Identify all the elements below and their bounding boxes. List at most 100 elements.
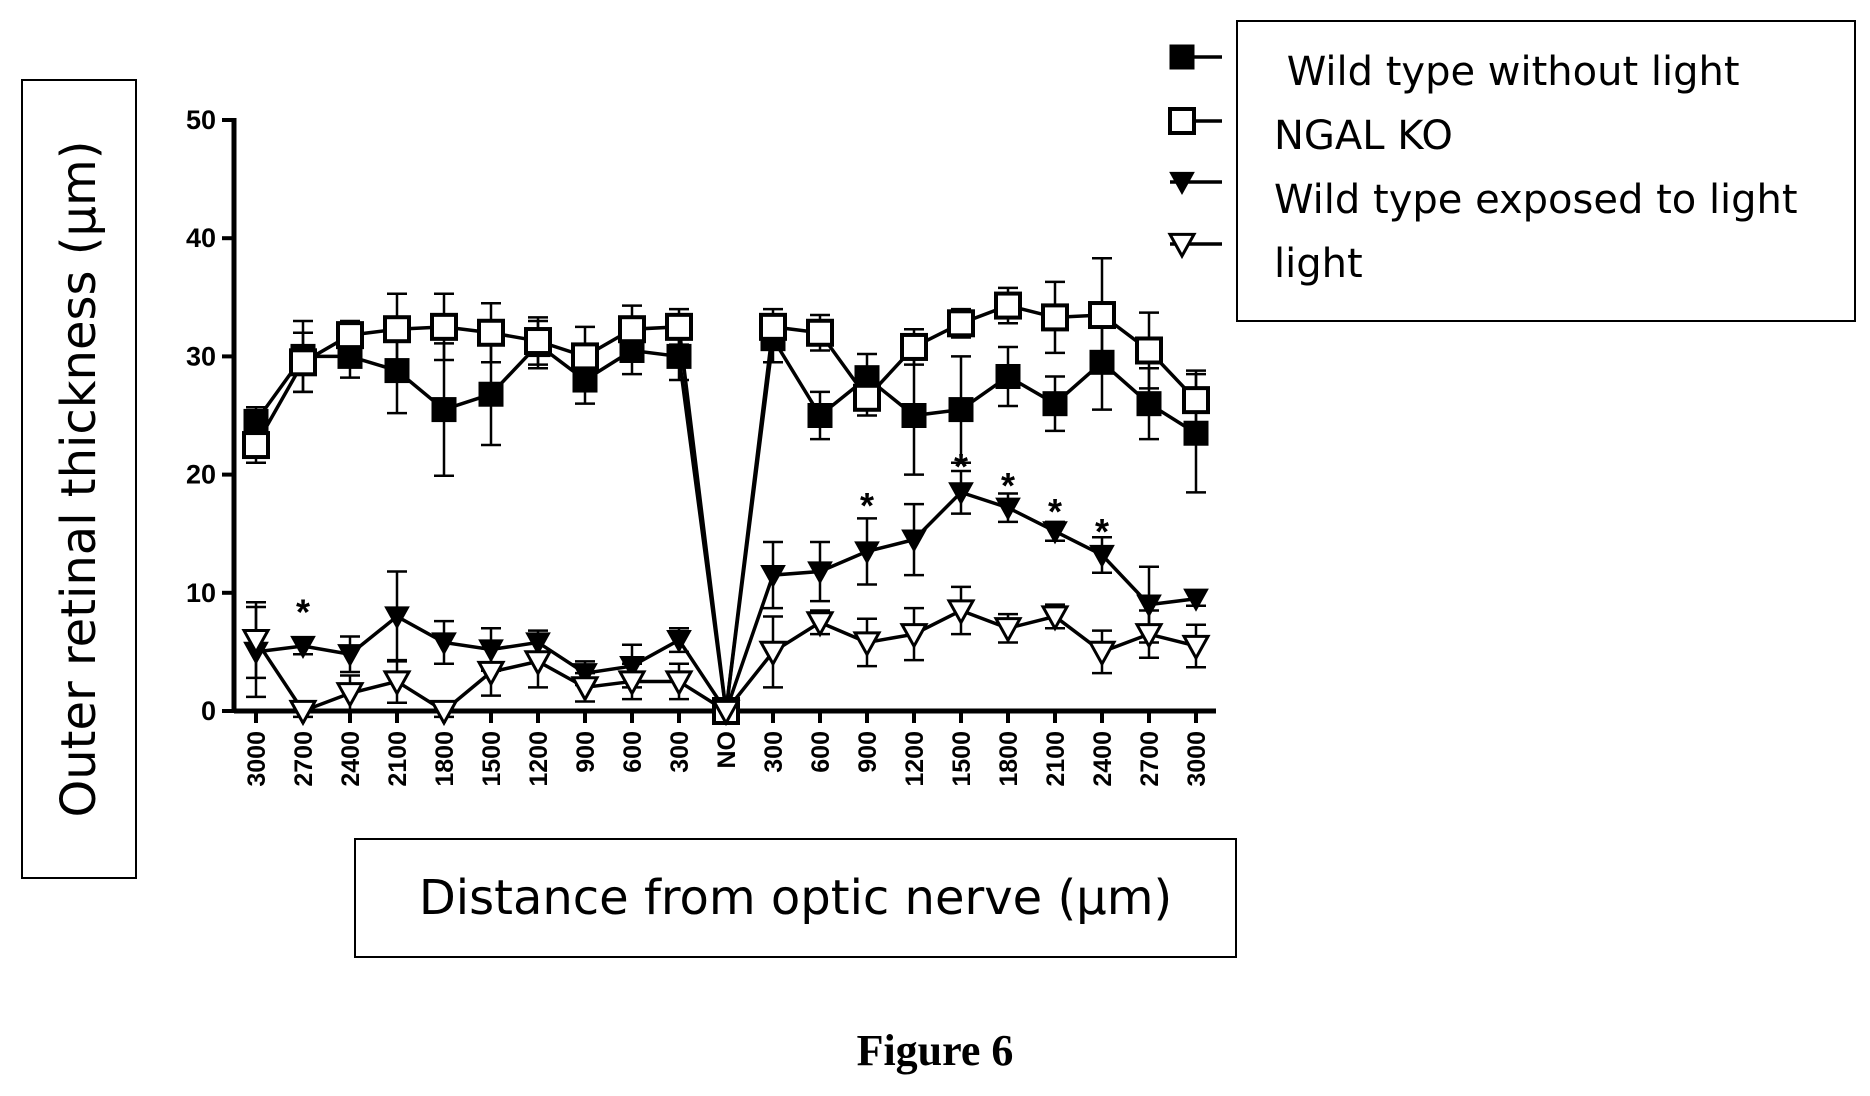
- data-point: [900, 332, 928, 361]
- data-point: [523, 650, 553, 677]
- data-point: [760, 564, 786, 589]
- data-point: [994, 291, 1022, 320]
- y-tick-label: 50: [186, 105, 216, 135]
- series-2: [242, 257, 1210, 725]
- x-tick-label: 2700: [290, 731, 318, 787]
- x-tick-label: 300: [666, 731, 694, 773]
- data-point: [1183, 588, 1209, 612]
- x-tick-label: 1800: [995, 731, 1023, 787]
- data-point: [430, 312, 458, 341]
- data-point: [854, 541, 880, 565]
- data-point: [993, 617, 1023, 644]
- data-point: [901, 529, 927, 553]
- significance-marker: *: [954, 446, 968, 487]
- data-point: [431, 397, 457, 423]
- data-point: [617, 670, 647, 697]
- data-point: [290, 635, 316, 660]
- data-point: [899, 623, 929, 650]
- data-point: [948, 397, 974, 423]
- significance-marker: *: [1048, 491, 1062, 532]
- data-point: [1041, 303, 1069, 332]
- legend-label-wild-type-exposed-to-light: Wild type exposed to light: [1274, 177, 1798, 223]
- x-tick-label: 2100: [1042, 731, 1070, 787]
- data-point: [1087, 640, 1117, 667]
- data-point: [666, 343, 692, 369]
- data-point: [1136, 594, 1162, 618]
- x-tick-label: 1200: [901, 731, 929, 787]
- legend-symbols: [1167, 44, 1222, 260]
- x-axis-label: Distance from optic nerve (µm): [418, 870, 1173, 926]
- data-point: [241, 628, 271, 656]
- data-point: [288, 699, 318, 727]
- x-tick-label: 900: [854, 731, 882, 773]
- x-tick-label: 3000: [1183, 731, 1211, 787]
- data-point: [664, 670, 694, 697]
- data-point: [524, 327, 552, 356]
- data-point: [1135, 336, 1163, 365]
- data-point: [1042, 391, 1068, 417]
- data-point: [1134, 623, 1164, 650]
- data-point: [242, 431, 270, 460]
- x-tick-label: 1500: [948, 731, 976, 787]
- data-point: [1040, 605, 1070, 632]
- x-tick-label: 2400: [1089, 731, 1117, 787]
- axes: 0 10 20 30 40 50 3000 2700 2400 2100 1800 1500 1200 9…: [186, 105, 1216, 787]
- legend-marker: [1167, 232, 1197, 260]
- data-point: [1181, 634, 1211, 662]
- x-tick-label: 1800: [431, 731, 459, 787]
- data-point: [431, 632, 457, 656]
- data-point: [758, 640, 788, 667]
- legend-marker: [1168, 107, 1196, 135]
- legend-label-light: light: [1274, 241, 1363, 287]
- data-point: [805, 611, 835, 638]
- data-point: [382, 670, 412, 697]
- significance-marker: *: [1095, 511, 1109, 552]
- data-point: [570, 676, 600, 703]
- data-point: [807, 561, 833, 585]
- x-axis-label-box: Distance from optic nerve (µm): [354, 838, 1237, 958]
- data-point: [948, 482, 974, 506]
- significance-marker: *: [296, 592, 310, 633]
- series-4: [241, 585, 1211, 727]
- data-point: [666, 629, 692, 654]
- significance-marker: *: [860, 485, 874, 526]
- y-tick-label: 10: [186, 578, 216, 608]
- x-tick-label: 2700: [1136, 731, 1164, 787]
- data-point: [289, 348, 317, 377]
- x-tick-label: 600: [619, 731, 647, 773]
- y-tick-label: 30: [186, 341, 216, 371]
- data-point: [476, 660, 506, 688]
- x-tick-label: 1200: [525, 731, 553, 787]
- data-point: [806, 318, 834, 347]
- data-point: [711, 699, 741, 727]
- data-point: [1042, 521, 1068, 545]
- data-point: [336, 321, 364, 350]
- y-tick-label: 40: [186, 223, 216, 253]
- data-point: [759, 312, 787, 341]
- x-tick-label: 1500: [478, 731, 506, 787]
- data-point: [1136, 391, 1162, 417]
- x-tick-label: NO: [713, 731, 741, 769]
- data-point: [946, 599, 976, 626]
- figure-caption: Figure 6: [856, 1026, 1014, 1075]
- data-point: [478, 381, 504, 407]
- data-point: [1182, 386, 1210, 415]
- data-point: [807, 403, 833, 428]
- data-point: [852, 631, 882, 658]
- legend-marker: [1169, 171, 1195, 196]
- data-point: [995, 497, 1021, 521]
- data-point: [383, 315, 411, 344]
- data-point: [995, 363, 1021, 389]
- legend-label-wild-type-without-light: Wild type without light: [1274, 49, 1740, 95]
- x-tick-label: 600: [807, 731, 835, 773]
- annotations: * * * * * *: [296, 446, 1109, 632]
- significance-marker: *: [1001, 465, 1015, 506]
- x-tick-label: 900: [572, 731, 600, 773]
- legend-label-ngal-ko: NGAL KO: [1274, 113, 1453, 159]
- data-point: [947, 309, 975, 338]
- data-point: [618, 315, 646, 344]
- legend-marker: [1169, 44, 1195, 70]
- data-point: [477, 318, 505, 347]
- data-point: [337, 644, 363, 668]
